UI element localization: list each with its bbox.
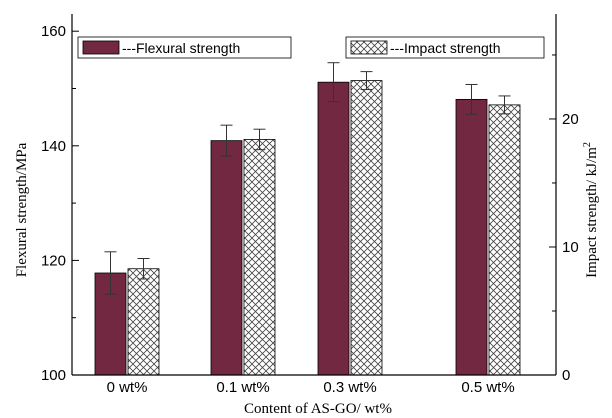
flexural-error-bar-2 (327, 62, 340, 103)
flexural-bar-1 (210, 140, 243, 376)
flexural-bar-3 (455, 98, 488, 376)
y2-axis-title-sup: 2 (582, 142, 593, 147)
legend-impact-box (345, 36, 545, 59)
y2-tick-label-0: 0 (562, 367, 570, 384)
legend-flexural-box (77, 36, 292, 59)
x-axis-title: Content of AS-GO/ wt% (244, 401, 392, 417)
y-tick-label-160: 160 (41, 23, 66, 40)
legend-impact-swatch (350, 40, 388, 55)
y2-tick-label-20: 20 (562, 111, 579, 128)
flexural-bar-2 (317, 81, 350, 376)
impact-error-bar-0 (137, 258, 150, 280)
legend-impact-label: ---Impact strength (390, 40, 500, 56)
impact-error-bar-3 (498, 95, 511, 115)
legend-impact: ---Impact strength (345, 36, 545, 59)
y-tick-label-140: 140 (41, 138, 66, 155)
flexural-error-bar-3 (465, 83, 478, 115)
legend-flexural-swatch (82, 40, 120, 55)
y2-tick-label-10: 10 (562, 239, 579, 256)
impact-error-bar-2 (360, 71, 373, 91)
impact-error-bar-1 (253, 128, 266, 151)
x-tick-label-0: 0 wt% (107, 379, 148, 396)
impact-bar-3 (488, 104, 521, 376)
impact-bar-0 (127, 268, 160, 376)
y2-axis-title-main: Impact strength/ kJ/m (584, 147, 600, 278)
legend-flexural-label: ---Flexural strength (122, 40, 240, 56)
y-axis-title: Flexural strength/MPa (14, 142, 30, 277)
impact-bar-2 (350, 80, 383, 376)
y2-axis-title: Impact strength/ kJ/m2 (582, 142, 600, 278)
x-tick-label-2: 0.3 wt% (323, 379, 376, 396)
y-tick-label-120: 120 (41, 252, 66, 269)
flexural-error-bar-0 (104, 251, 117, 295)
x-tick-label-3: 0.5 wt% (461, 379, 514, 396)
impact-bar-1 (243, 139, 276, 376)
flexural-error-bar-1 (220, 124, 233, 157)
x-tick-label-1: 0.1 wt% (216, 379, 269, 396)
y-tick-label-100: 100 (41, 367, 66, 384)
legend-flexural: ---Flexural strength (77, 36, 292, 59)
